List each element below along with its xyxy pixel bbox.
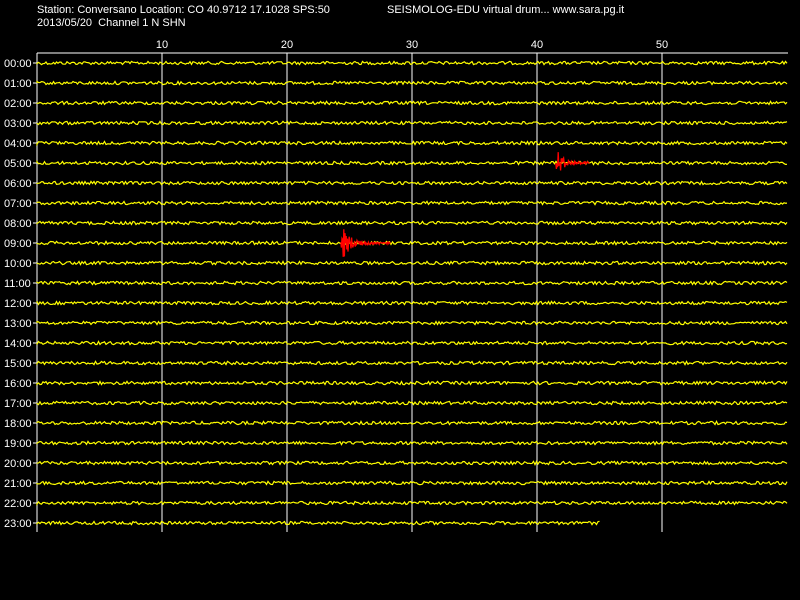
trace-line xyxy=(36,280,788,286)
hour-label: 12:00 xyxy=(4,298,32,310)
x-tick-labels: 10 20 30 40 50 xyxy=(156,39,668,51)
trace-lines xyxy=(36,60,788,526)
x-tick-label: 50 xyxy=(656,39,668,51)
trace-line xyxy=(36,159,788,166)
hour-label: 06:00 xyxy=(4,178,32,190)
trace-line xyxy=(36,100,788,106)
hour-label: 11:00 xyxy=(4,278,31,290)
hour-row-labels: 00:00 01:00 02:00 03:00 04:00 05:00 06:00 07:00… xyxy=(4,58,37,530)
date-channel-info: 2013/05/20 Channel 1 N SHN xyxy=(37,17,186,29)
hour-label: 02:00 xyxy=(4,98,32,110)
hour-label: 17:00 xyxy=(4,398,32,410)
trace-line xyxy=(36,200,788,206)
hour-label: 23:00 xyxy=(4,518,32,530)
trace-line xyxy=(36,460,788,466)
hour-label: 14:00 xyxy=(4,338,32,350)
trace-line xyxy=(36,80,788,86)
hour-label: 03:00 xyxy=(4,118,32,130)
trace-line xyxy=(36,380,788,386)
trace-line xyxy=(36,480,788,486)
hour-label: 15:00 xyxy=(4,358,32,370)
trace-line xyxy=(36,220,788,226)
hour-label: 18:00 xyxy=(4,418,32,430)
seismic-event-trace xyxy=(340,229,392,257)
hour-label: 07:00 xyxy=(4,198,32,210)
trace-line xyxy=(36,440,788,446)
trace-line xyxy=(36,240,788,246)
hour-label: 16:00 xyxy=(4,378,32,390)
trace-line xyxy=(36,500,788,506)
x-tick-label: 40 xyxy=(531,39,543,51)
trace-line xyxy=(36,300,788,306)
program-info: SEISMOLOG-EDU virtual drum... www.sara.p… xyxy=(387,4,625,16)
hour-label: 19:00 xyxy=(4,438,32,450)
trace-line xyxy=(36,340,788,346)
hour-label: 10:00 xyxy=(4,258,32,270)
vertical-grid xyxy=(161,53,663,532)
x-tick-label: 30 xyxy=(406,39,418,51)
hour-label: 08:00 xyxy=(4,218,32,230)
hour-label: 22:00 xyxy=(4,498,32,510)
trace-line xyxy=(36,400,788,406)
trace-line xyxy=(36,360,788,366)
hour-label: 00:00 xyxy=(4,58,32,70)
x-tick-label: 20 xyxy=(281,39,293,51)
station-info: Station: Conversano Location: CO 40.9712… xyxy=(37,4,330,16)
seismic-events xyxy=(340,152,590,257)
trace-line xyxy=(36,180,788,186)
hour-label: 21:00 xyxy=(4,478,32,490)
trace-line xyxy=(36,140,788,147)
hour-label: 20:00 xyxy=(4,458,32,470)
trace-line xyxy=(36,60,788,66)
hour-label: 05:00 xyxy=(4,158,32,170)
hour-label: 04:00 xyxy=(4,138,32,150)
hour-label: 01:00 xyxy=(4,78,32,90)
hour-label: 09:00 xyxy=(4,238,32,250)
hour-label: 13:00 xyxy=(4,318,32,330)
trace-line xyxy=(36,120,788,126)
trace-line xyxy=(36,420,788,426)
trace-line xyxy=(36,520,600,526)
trace-line xyxy=(36,260,788,266)
trace-line xyxy=(36,320,788,326)
seismic-event-trace xyxy=(555,152,590,171)
x-tick-label: 10 xyxy=(156,39,168,51)
